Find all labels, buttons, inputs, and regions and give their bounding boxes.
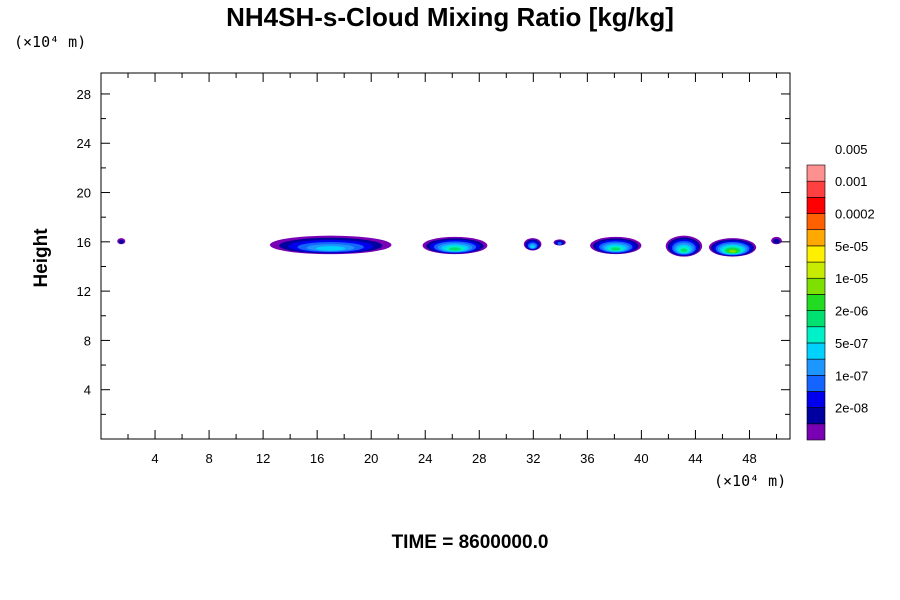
colorbar-swatch: [806, 261, 826, 279]
cloud-contour: [315, 246, 346, 251]
x-tick-label: 40: [634, 451, 648, 466]
y-axis: 4 8 12 16 20 24 28: [77, 87, 790, 415]
time-label: TIME = 8600000.0: [391, 532, 549, 553]
y-tick-label: 12: [77, 284, 91, 299]
colorbar-swatch: [806, 277, 826, 295]
colorbar-swatch: [806, 229, 826, 247]
y-tick-label: 4: [84, 383, 91, 398]
colorbar-swatch: [806, 391, 826, 408]
colorbar-label: 1e-07: [835, 368, 868, 383]
cloud-contour: [773, 239, 780, 244]
x-tick-label: 16: [310, 451, 324, 466]
colorbar-swatch: [806, 245, 826, 263]
colorbar-label: 0.005: [835, 142, 868, 157]
colorbar-swatch: [806, 423, 826, 441]
colorbar-swatch: [806, 164, 826, 182]
x-tick-label: 20: [364, 451, 378, 466]
colorbar-swatch: [806, 342, 826, 360]
cloud-contour: [448, 247, 461, 251]
x-tick-label: 24: [418, 451, 432, 466]
colorbar-swatch: [806, 197, 826, 214]
x-tick-label: 12: [256, 451, 270, 466]
y-tick-label: 24: [77, 136, 91, 151]
colorbar-swatch: [806, 213, 826, 231]
colorbar-label: 0.001: [835, 174, 868, 189]
cloud-field: [117, 235, 782, 257]
x-axis: 4 8 12 16 20 24 28 32 36 40 44 48: [127, 73, 777, 466]
x-tick-label: 36: [580, 451, 594, 466]
x-tick-label: 44: [688, 451, 702, 466]
colorbar-swatch: [806, 374, 826, 392]
colorbar-label: 2e-06: [835, 304, 868, 319]
colorbar-label: 5e-07: [835, 336, 868, 351]
cloud-contour: [680, 248, 688, 253]
colorbar-swatch: [806, 180, 826, 198]
cloud-contour: [118, 239, 124, 244]
colorbar-label: 0.0002: [835, 207, 875, 222]
x-tick-label: 28: [472, 451, 486, 466]
y-tick-label: 8: [84, 333, 91, 348]
x-tick-label: 4: [151, 451, 158, 466]
x-tick-label: 32: [526, 451, 540, 466]
chart-title: NH4SH-s-Cloud Mixing Ratio [kg/kg]: [226, 2, 674, 32]
colorbar-swatch: [806, 310, 826, 328]
y-tick-label: 16: [77, 235, 91, 250]
x-unit-label: (×10⁴ m): [714, 472, 787, 490]
colorbar-swatch: [806, 326, 826, 344]
colorbar-swatch: [806, 358, 826, 376]
colorbar-swatch: [806, 407, 826, 425]
cloud-contour: [557, 241, 562, 245]
colorbar-label: 1e-05: [835, 271, 868, 286]
x-tick-label: 8: [205, 451, 212, 466]
colorbar: 2e-08 1e-07 5e-07 2e-06 1e-05 5e-05 0.0002 0.00…: [806, 142, 875, 441]
colorbar-swatch: [806, 294, 826, 311]
y-tick-label: 28: [77, 87, 91, 102]
y-unit-label: (×10⁴ m): [14, 33, 87, 51]
y-tick-label: 20: [77, 186, 91, 201]
plot-frame: [100, 72, 791, 440]
colorbar-label: 5e-05: [835, 239, 868, 254]
cloud-contour: [530, 245, 535, 249]
cloud-contour: [610, 247, 621, 251]
cloud-contour: [729, 249, 737, 253]
x-tick-label: 48: [742, 451, 756, 466]
colorbar-label: 2e-08: [835, 401, 868, 416]
